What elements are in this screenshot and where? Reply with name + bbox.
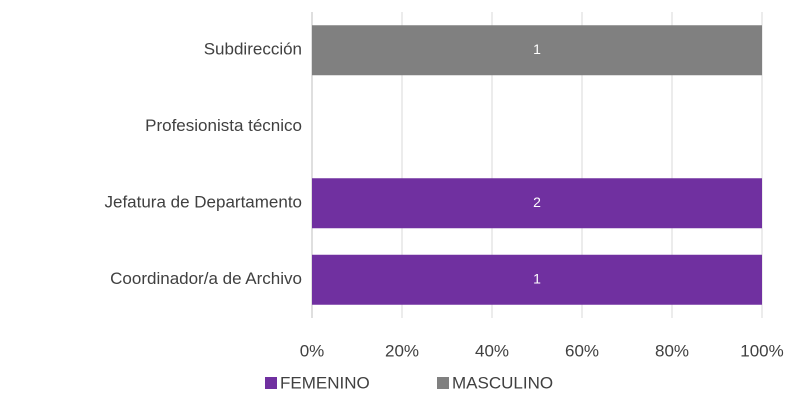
x-tick-label: 60% xyxy=(565,341,599,360)
legend-label: MASCULINO xyxy=(452,373,553,392)
x-tick-label: 80% xyxy=(655,341,689,360)
x-tick-label: 40% xyxy=(475,341,509,360)
x-tick-label: 0% xyxy=(300,341,325,360)
data-label: 1 xyxy=(533,41,541,57)
legend-swatch xyxy=(437,377,449,389)
legend-label: FEMENINO xyxy=(280,373,370,392)
y-tick-label: Subdirección xyxy=(204,40,302,59)
y-tick-label: Profesionista técnico xyxy=(145,116,302,135)
data-label: 2 xyxy=(533,194,541,210)
y-tick-label: Coordinador/a de Archivo xyxy=(110,269,302,288)
y-tick-label: Jefatura de Departamento xyxy=(104,193,302,212)
data-label: 1 xyxy=(533,270,541,286)
legend-swatch xyxy=(265,377,277,389)
x-tick-label: 20% xyxy=(385,341,419,360)
bar-segment xyxy=(312,25,762,76)
x-tick-label: 100% xyxy=(740,341,783,360)
bar-segment xyxy=(312,178,762,229)
bar-segment xyxy=(312,254,762,305)
